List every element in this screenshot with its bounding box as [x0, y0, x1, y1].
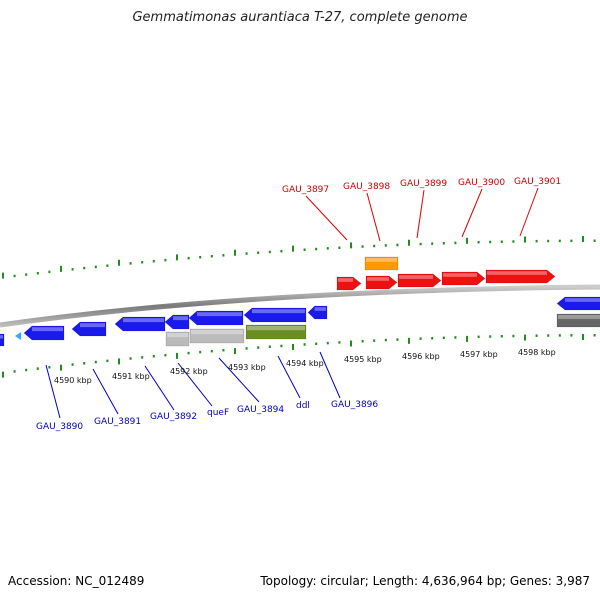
gene-arrow-gau-3897-highlight [338, 278, 353, 282]
gene-label-gau-3892: GAU_3892 [150, 412, 197, 422]
gene-arrow-gau-3900-highlight [443, 273, 477, 277]
gene-label-gau-3891: GAU_3891 [94, 417, 141, 427]
leader-line-lower-6 [319, 351, 341, 399]
gene-arrow-gau-3897 [336, 276, 362, 291]
genome-backbone [0, 284, 600, 328]
gene-olive-highlight [247, 326, 305, 331]
gene-arrow-quef [164, 314, 190, 330]
gene-arrow-gau-3894-highlight [197, 312, 242, 317]
gene-arrow-partial-highlight [0, 335, 3, 339]
gene-arrow-gau-3898 [365, 275, 398, 290]
leader-line-upper-2 [416, 189, 425, 239]
gene-label-quef: queF [207, 408, 229, 418]
leader-line-upper-4 [519, 187, 539, 237]
gene-orange [364, 256, 399, 271]
gene-label-gau-3900: GAU_3900 [458, 178, 505, 188]
gene-label-ddl: ddl [296, 401, 310, 411]
gene-arrow-gau-3891-highlight [80, 323, 105, 328]
gene-arrow-gau-3890 [23, 325, 65, 341]
gene-label-gau-3899: GAU_3899 [400, 179, 447, 189]
kbp-label: 4598 kbp [518, 348, 556, 357]
leader-line-upper-1 [366, 192, 381, 242]
gene-arrow-ddl [243, 307, 307, 323]
kbp-label: 4593 kbp [228, 363, 266, 372]
gene-arrow-gau-3896 [307, 305, 328, 320]
gene-orange-highlight [366, 258, 397, 262]
gene-arrow-gau-3894 [188, 310, 244, 326]
gene-arrow-partial [0, 333, 5, 347]
kbp-label: 4595 kbp [344, 355, 382, 364]
gene-arrow-gau-3900 [441, 271, 486, 286]
leader-line-lower-0 [45, 364, 61, 419]
gene-dark-grey [556, 313, 600, 328]
kbp-label: 4594 kbp [286, 359, 324, 368]
gene-layer [0, 256, 600, 347]
gene-label-gau-3901: GAU_3901 [514, 177, 561, 187]
gene-label-gau-3894: GAU_3894 [237, 405, 284, 415]
kbp-label: 4590 kbp [54, 376, 92, 385]
gene-arrow-right-edge-highlight [565, 298, 600, 302]
gene-arrow-gau-3890-highlight [32, 327, 63, 332]
gene-olive [245, 324, 307, 340]
gene-label-gau-3890: GAU_3890 [36, 422, 83, 432]
gene-label-gau-3898: GAU_3898 [343, 182, 390, 192]
leader-line-lower-1 [92, 368, 119, 415]
gene-dark-grey-highlight [558, 315, 600, 319]
gene-arrow-quef-highlight [173, 316, 188, 321]
gene-grey-1-highlight [167, 333, 188, 338]
gene-grey-2 [189, 328, 245, 344]
kbp-label: 4596 kbp [402, 352, 440, 361]
map-title: Gemmatimonas aurantiaca T-27, complete g… [132, 10, 468, 25]
gene-arrow-small [15, 332, 21, 340]
gene-arrow-gau-3901-highlight [487, 271, 547, 275]
topology-text: Topology: circular; Length: 4,636,964 bp… [260, 574, 590, 588]
leader-line-upper-0 [305, 195, 348, 241]
leader-line-lower-2 [144, 365, 175, 411]
gene-arrow-right-edge [556, 296, 600, 311]
gene-grey-1 [165, 331, 190, 347]
gene-arrow-gau-3901 [485, 269, 556, 284]
leader-line-lower-3 [177, 362, 213, 407]
gene-grey-2-highlight [191, 330, 243, 335]
gene-label-gau-3897: GAU_3897 [282, 185, 329, 195]
gene-arrow-gau-3896-highlight [314, 307, 326, 311]
gene-label-gau-3896: GAU_3896 [331, 400, 378, 410]
gene-arrow-gau-3891 [71, 321, 107, 337]
gene-arrow-gau-3899-highlight [399, 275, 433, 279]
leader-line-upper-3 [461, 188, 483, 238]
gene-arrow-ddl-highlight [252, 309, 305, 314]
leader-line-lower-5 [277, 355, 301, 399]
gene-arrow-gau-3892-highlight [123, 318, 164, 323]
leader-line-lower-4 [218, 357, 260, 403]
kbp-label: 4592 kbp [170, 367, 208, 376]
gene-arrow-gau-3898-highlight [367, 277, 389, 281]
gene-arrow-gau-3892 [114, 316, 166, 332]
gene-arrow-gau-3899 [397, 273, 442, 288]
kbp-label: 4597 kbp [460, 350, 498, 359]
kbp-label: 4591 kbp [112, 372, 150, 381]
leader-layer [45, 187, 539, 419]
accession-text: Accession: NC_012489 [8, 574, 145, 588]
label-layer: 4590 kbp 4591 kbp 4592 kbp 4593 kbp 4594… [36, 177, 561, 432]
tick-layer [2, 236, 596, 378]
